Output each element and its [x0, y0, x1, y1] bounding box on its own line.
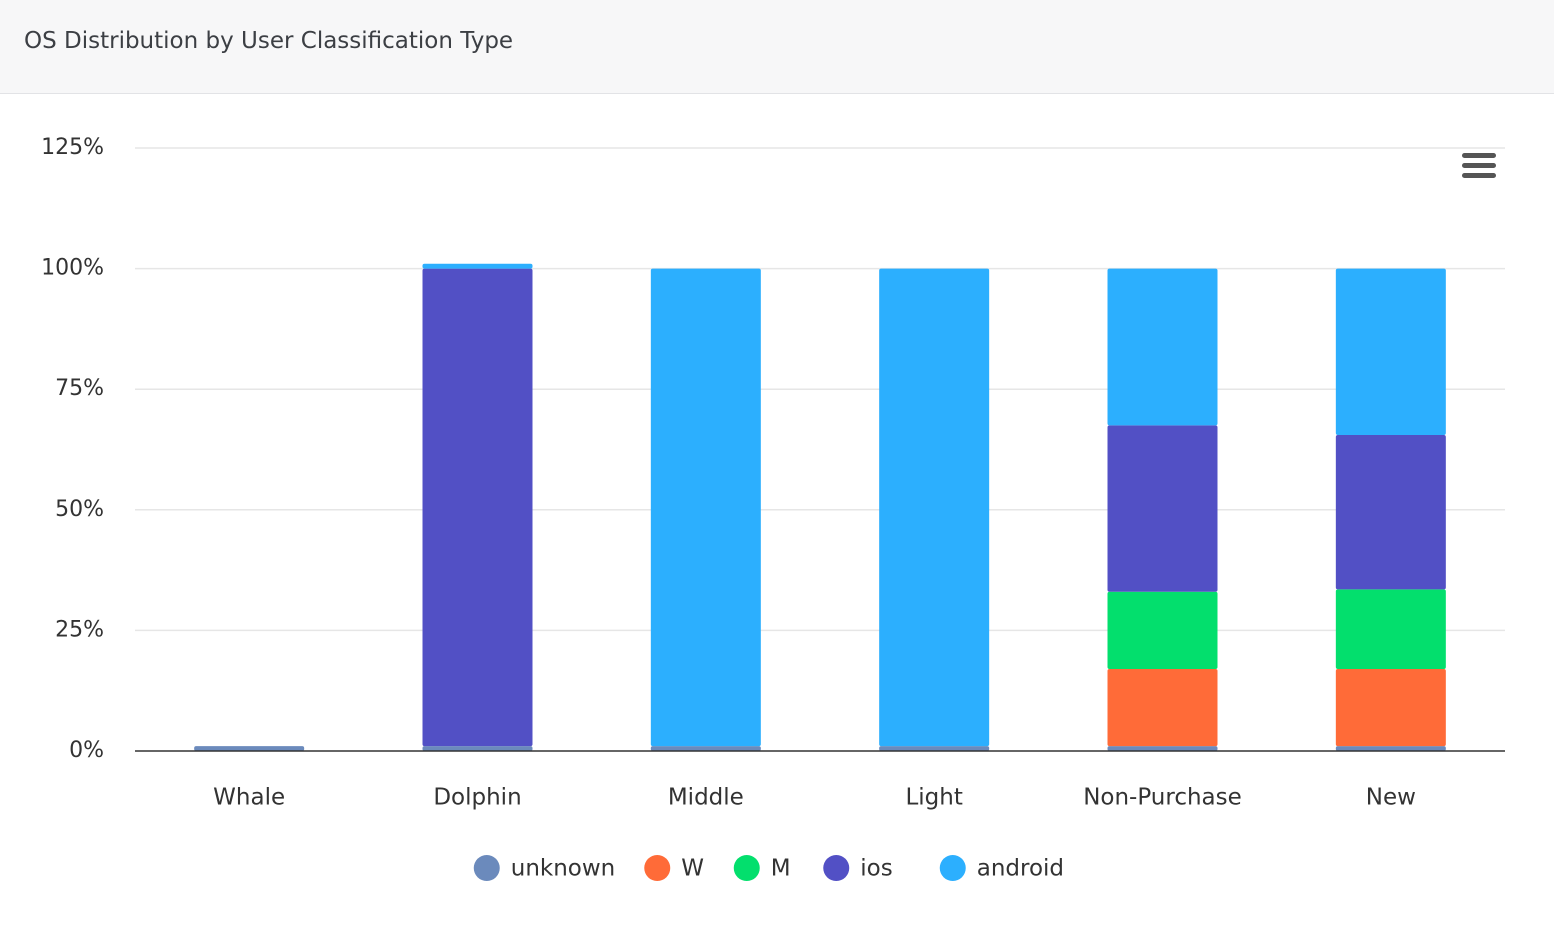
bar-segment	[422, 263, 533, 269]
bar-segment	[194, 746, 305, 751]
legend-swatch	[473, 855, 500, 881]
y-tick-label: 75%	[55, 376, 104, 401]
bar-segment	[1335, 668, 1446, 747]
bar-segment	[879, 268, 990, 747]
legend-label: ios	[860, 856, 892, 882]
header: OS Distribution by User Classification T…	[0, 0, 1554, 94]
menu-line	[1462, 173, 1496, 178]
menu-button[interactable]	[1462, 153, 1496, 178]
bar-segment	[1335, 435, 1446, 590]
menu-line	[1462, 163, 1496, 168]
y-tick-label: 25%	[55, 617, 104, 642]
legend-item[interactable]: android	[939, 855, 1064, 882]
legend-item[interactable]: M	[733, 855, 791, 882]
legend-swatch	[644, 855, 671, 881]
legend-swatch	[733, 855, 760, 881]
bar-segment	[1107, 425, 1218, 592]
x-tick-label: Light	[905, 785, 962, 811]
bar-segment	[1335, 746, 1446, 751]
bar-segment	[879, 746, 990, 751]
x-tick-label: Middle	[668, 785, 744, 811]
legend-label: M	[771, 856, 791, 882]
x-tick-label: Whale	[213, 785, 285, 811]
legend-swatch	[823, 855, 850, 881]
bar-segment	[1335, 268, 1446, 436]
y-tick-label: 100%	[41, 256, 104, 281]
menu-line	[1462, 153, 1496, 158]
chart-title: OS Distribution by User Classification T…	[24, 28, 514, 54]
x-tick-label: Non-Purchase	[1083, 785, 1242, 811]
legend-item[interactable]: ios	[823, 855, 893, 882]
bar-segment	[422, 746, 533, 751]
bar-segment	[1335, 589, 1446, 669]
y-tick-label: 50%	[55, 497, 104, 522]
x-tick-label: New	[1366, 785, 1416, 811]
y-tick-label: 125%	[41, 135, 104, 160]
bar-segment	[1107, 668, 1218, 747]
legend-label: unknown	[511, 856, 616, 882]
legend-label: android	[977, 856, 1064, 882]
legend-label: W	[681, 856, 704, 882]
x-tick-label: Dolphin	[433, 785, 521, 811]
bar-segment	[650, 268, 761, 747]
legend-swatch	[939, 855, 966, 881]
chart: 0% 25% 50% 75% 100% 125% Whale Dolphin Middle Lig…	[41, 135, 1505, 882]
bar-segment	[1107, 268, 1218, 426]
bar-segment	[650, 746, 761, 751]
bar-segment	[1107, 746, 1218, 751]
bar-segment	[1107, 591, 1218, 669]
legend-item[interactable]: W	[644, 855, 704, 882]
legend-item[interactable]: unknown	[473, 855, 616, 882]
y-tick-label: 0%	[69, 738, 104, 763]
bar-segment	[422, 268, 533, 747]
